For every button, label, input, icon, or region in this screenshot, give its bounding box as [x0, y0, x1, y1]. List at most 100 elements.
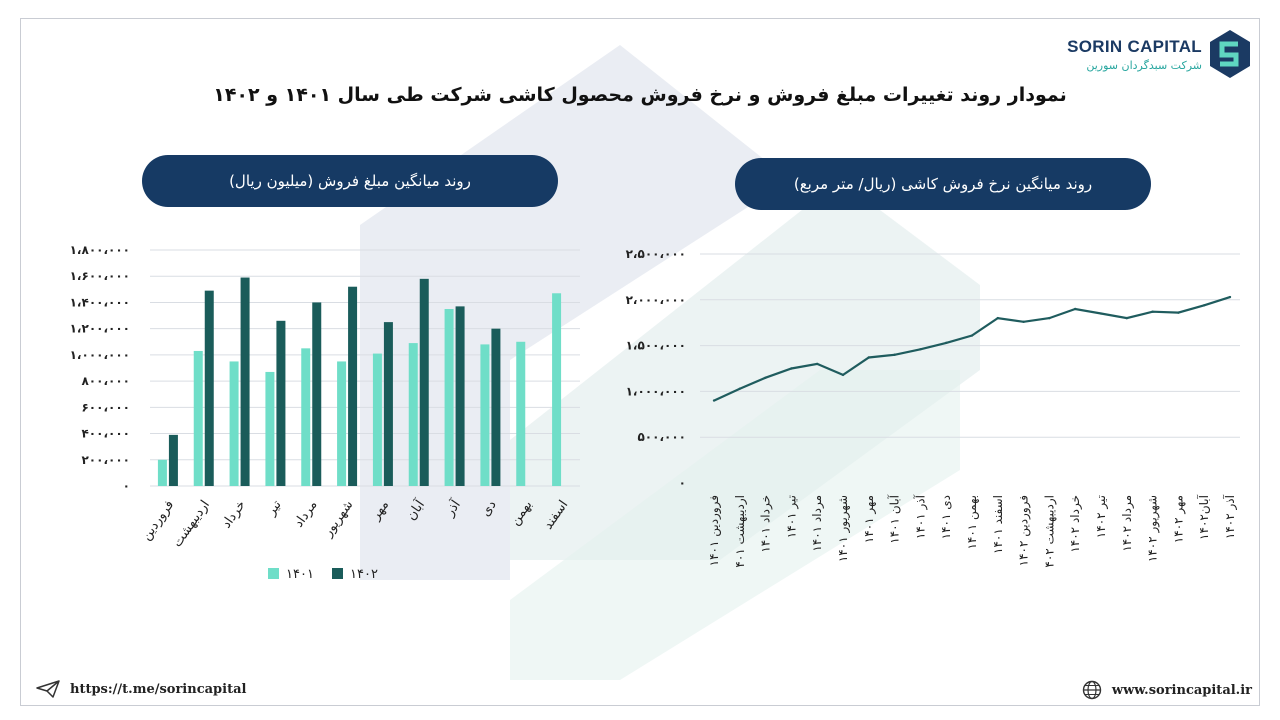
bar-x-tick-label: اسفند: [541, 498, 572, 533]
bar-y-tick-label: ۸۰۰،۰۰۰: [81, 374, 130, 388]
bar-1401: [229, 361, 239, 486]
globe-icon: [1082, 680, 1102, 700]
line-x-tick-label: فروردین ۱۴۰۲: [1017, 495, 1032, 566]
line-x-tick-label: اسفند ۱۴۰۱: [991, 495, 1005, 554]
brand-subtitle: شرکت سبدگردان سورین: [1086, 58, 1202, 72]
line-point: [841, 373, 845, 377]
bar-1401: [408, 343, 418, 486]
line-x-tick-label: آبان۱۴۰۲: [1196, 494, 1211, 540]
line-y-tick-label: ۱،۰۰۰،۰۰۰: [626, 384, 686, 398]
website-url: www.sorincapital.ir: [1111, 682, 1252, 698]
brand-logo: SORIN CAPITAL شرکت سبدگردان سورین: [1067, 28, 1252, 80]
line-x-tick-label: مهر ۱۴۰۲: [1171, 495, 1186, 543]
line-x-tick-label: آذر ۱۴۰۲: [1222, 494, 1238, 539]
line-x-tick-label: اردیبهشت ۱۴۰۲: [1042, 495, 1057, 570]
line-point: [1125, 316, 1128, 320]
bar-1401: [157, 459, 167, 486]
bar-x-tick-label: آبان: [402, 495, 429, 523]
line-x-tick-label: بهمن ۱۴۰۱: [965, 495, 980, 550]
bar-chart-title: روند میانگین مبلغ فروش (میلیون ریال): [229, 172, 471, 190]
bar-y-tick-label: ۱،۴۰۰،۰۰۰: [70, 295, 130, 309]
website-link[interactable]: www.sorincapital.ir: [1082, 680, 1252, 700]
line-x-tick-label: دی ۱۴۰۱: [939, 495, 953, 539]
line-point: [945, 341, 948, 345]
line-chart: ۰ ۵۰۰،۰۰۰ ۱،۰۰۰،۰۰۰ ۱،۵۰۰،۰۰۰ ۲،۰۰۰،۰۰۰ ۲،۵۰۰…: [626, 247, 1240, 570]
line-x-tick-label: آذر ۱۴۰۱: [912, 494, 928, 539]
bar-1401: [265, 371, 275, 486]
bar-1401: [480, 344, 490, 486]
bar-1401: [301, 348, 311, 486]
bar-x-tick-label: دی: [478, 498, 500, 520]
bar-x-tick-label: تیر: [263, 497, 285, 519]
line-x-tick-label: اردیبهشت ۱۴۰۱: [733, 495, 748, 570]
bar-1402: [276, 320, 286, 486]
line-x-tick-label: آبان ۱۴۰۱: [887, 494, 902, 543]
bar-1402: [240, 277, 250, 486]
bar-1402: [491, 328, 501, 486]
line-x-tick-label: شهریور ۱۴۰۱: [836, 495, 851, 562]
bar-chart-title-pill: روند میانگین مبلغ فروش (میلیون ریال): [142, 155, 558, 207]
bar-1402: [168, 434, 178, 486]
bar-1402: [383, 322, 393, 486]
bar-x-tick-label: اردیبهشت: [170, 498, 213, 550]
line-y-tick-label: ۵۰۰،۰۰۰: [637, 430, 686, 444]
line-x-tick-label: خرداد ۱۴۰۱: [759, 495, 774, 553]
line-point: [764, 376, 767, 379]
line-point: [1151, 310, 1154, 313]
bar-1402: [455, 306, 465, 486]
bar-y-tick-label: ۲۰۰،۰۰۰: [81, 453, 130, 467]
bar-1402: [204, 290, 214, 486]
line-point: [893, 353, 896, 356]
line-y-tick-label: ۰: [679, 476, 686, 490]
line-point: [1203, 304, 1206, 307]
bar-y-tick-label: ۱،۰۰۰،۰۰۰: [70, 348, 130, 362]
line-x-tick-label: مهر ۱۴۰۱: [862, 495, 877, 543]
bar-y-tick-label: ۱،۲۰۰،۰۰۰: [70, 322, 130, 336]
legend-label-1401: ۱۴۰۱: [286, 567, 314, 582]
bar-x-tick-label: خرداد: [219, 498, 249, 532]
bar-1401: [193, 350, 203, 486]
line-y-tick-label: ۲،۰۰۰،۰۰۰: [626, 293, 686, 307]
line-point: [1048, 316, 1051, 320]
line-point: [1099, 312, 1103, 315]
bar-x-tick-label: شهریور: [320, 498, 356, 541]
line-point: [919, 348, 922, 351]
line-y-tick-label: ۲،۵۰۰،۰۰۰: [626, 247, 686, 261]
line-point: [738, 387, 741, 390]
line-point: [970, 334, 974, 337]
line-x-tick-label: تیر ۱۴۰۲: [1094, 495, 1109, 538]
bar-x-tick-label: فروردین: [139, 498, 177, 544]
line-x-tick-label: شهریور ۱۴۰۲: [1146, 495, 1161, 562]
bar-x-tick-label: مرداد: [291, 498, 320, 531]
telegram-url: https://t.me/sorincapital: [70, 681, 247, 697]
line-point: [867, 356, 870, 359]
page-frame: [20, 18, 1260, 706]
bar-1401: [444, 309, 454, 486]
legend-swatch-1402: [332, 568, 343, 579]
line-x-tick-label: فروردین ۱۴۰۱: [707, 495, 722, 566]
line-point: [1074, 307, 1077, 311]
line-point: [790, 367, 793, 370]
bar-x-tick-label: بهمن: [508, 498, 536, 529]
brand-name: SORIN CAPITAL: [1067, 36, 1202, 56]
bar-y-tick-label: ۱،۸۰۰،۰۰۰: [70, 243, 130, 257]
line-y-tick-label: ۱،۵۰۰،۰۰۰: [626, 339, 686, 353]
legend-label-1402: ۱۴۰۲: [350, 567, 378, 582]
line-chart-title: روند میانگین نرخ فروش کاشی (ریال/ متر مر…: [793, 175, 1093, 193]
line-chart-title-pill: روند میانگین نرخ فروش کاشی (ریال/ متر مر…: [735, 158, 1151, 210]
telegram-link[interactable]: https://t.me/sorincapital: [36, 680, 246, 698]
line-x-tick-label: تیر ۱۴۰۱: [784, 495, 799, 538]
line-point: [816, 362, 819, 366]
legend-swatch-1401: [268, 568, 279, 579]
line-point: [1022, 320, 1025, 323]
bar-1402: [419, 278, 429, 486]
bar-1401: [337, 361, 347, 486]
bar-1401: [372, 353, 382, 486]
bar-1401: [516, 341, 526, 486]
bar-1402: [348, 286, 358, 486]
bar-x-tick-label: آذر: [440, 495, 464, 520]
line-point: [996, 316, 999, 320]
page-title: نمودار روند تغییرات مبلغ فروش و نرخ فروش…: [213, 84, 1067, 106]
bar-1401: [552, 293, 562, 486]
bar-y-tick-label: ۱،۶۰۰،۰۰۰: [70, 269, 130, 283]
